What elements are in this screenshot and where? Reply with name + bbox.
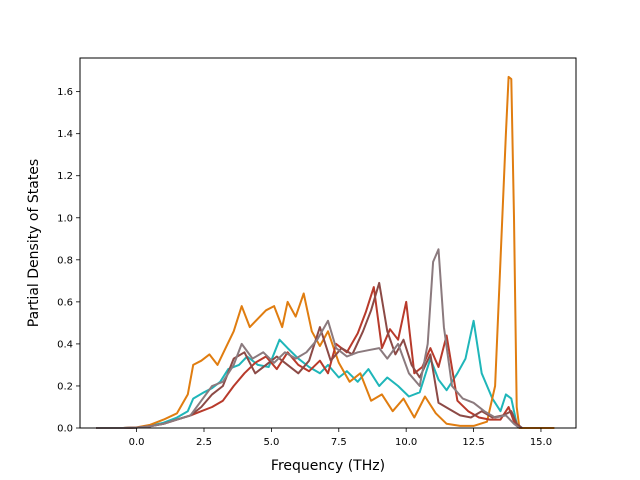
series-line-1 — [96, 319, 523, 429]
x-tick-label: 10.0 — [395, 437, 417, 448]
y-tick-label: 0.8 — [57, 255, 73, 266]
x-tick-label: 5.0 — [263, 437, 279, 448]
y-axis: 0.0 0.2 0.4 0.6 0.8 1.0 1.2 1.4 1.6 — [57, 87, 80, 435]
y-tick-label: 0.4 — [57, 339, 73, 350]
y-tick-label: 0.6 — [57, 297, 73, 308]
y-axis-label: Partial Density of States — [26, 159, 42, 327]
y-tick-label: 1.2 — [57, 171, 73, 182]
x-tick-label: 2.5 — [196, 437, 212, 448]
x-axis-label: Frequency (THz) — [271, 458, 385, 474]
x-tick-label: 12.5 — [462, 437, 484, 448]
plot-frame — [79, 57, 577, 429]
series-line-4 — [96, 281, 523, 429]
y-tick-label: 1.0 — [57, 213, 73, 224]
y-tick-label: 1.4 — [57, 129, 73, 140]
x-axis: 0.0 2.5 5.0 7.5 10.0 12.5 15.0 — [129, 428, 552, 448]
y-tick-label: 0.0 — [57, 424, 73, 435]
x-tick-label: 15.0 — [530, 437, 552, 448]
y-tick-label: 0.2 — [57, 381, 73, 392]
series-layer — [96, 75, 555, 429]
x-tick-label: 7.5 — [331, 437, 347, 448]
series-line-5 — [96, 248, 521, 429]
x-tick-label: 0.0 — [129, 437, 145, 448]
y-tick-label: 1.6 — [57, 87, 73, 98]
